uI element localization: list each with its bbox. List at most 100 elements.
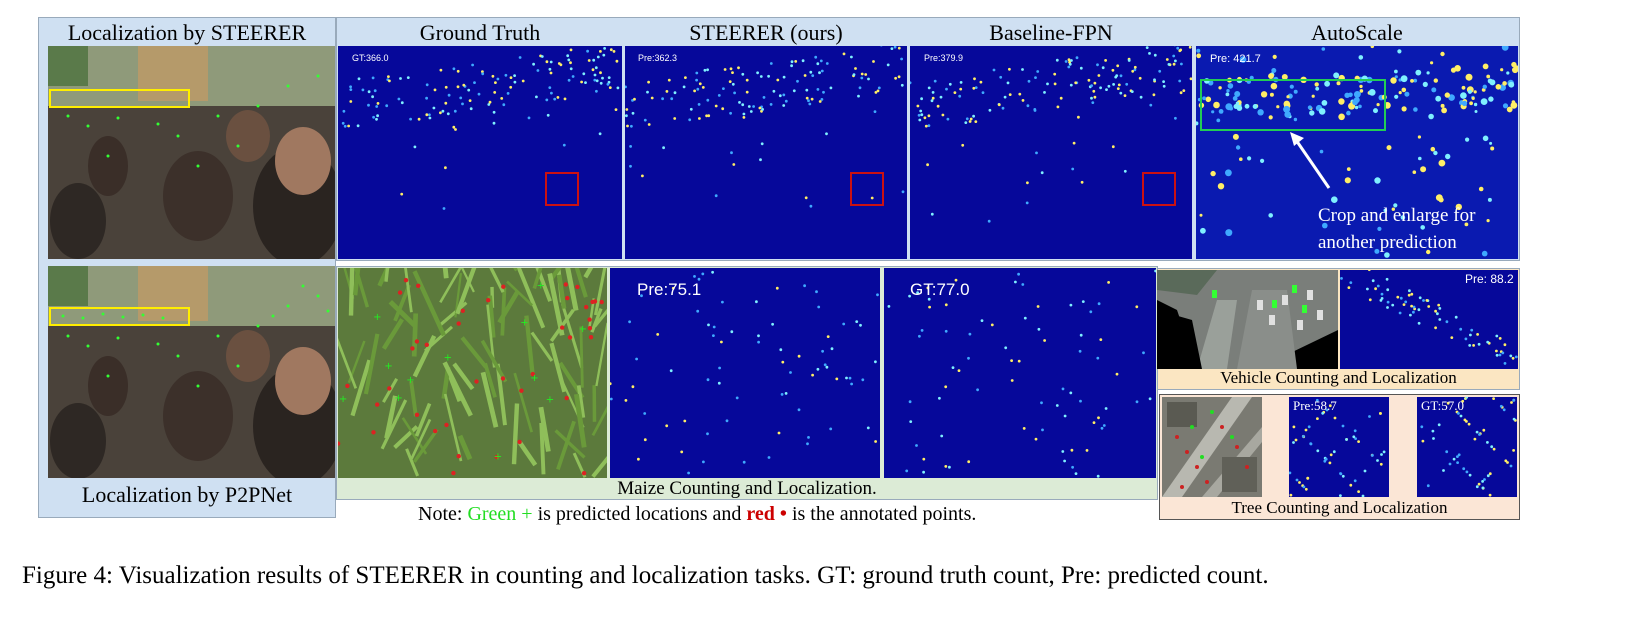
heatmap-dot bbox=[1357, 92, 1361, 96]
heatmap-dot bbox=[939, 95, 943, 99]
heatmap-dot bbox=[1148, 397, 1152, 401]
heatmap-dot bbox=[689, 107, 693, 111]
heatmap-dot bbox=[1468, 344, 1472, 347]
heatmap-dot bbox=[1092, 421, 1096, 424]
heatmap-dot bbox=[693, 275, 696, 278]
heatmap-dot bbox=[927, 124, 931, 127]
heatmap-dot bbox=[873, 110, 877, 113]
heatmap-dot bbox=[563, 97, 567, 101]
left-top-label: Localization by STEERER bbox=[67, 20, 307, 45]
heatmap-dot bbox=[1053, 72, 1057, 76]
heatmap-dot bbox=[1368, 415, 1371, 418]
heatmap-dot bbox=[988, 108, 992, 112]
heatmap-dot bbox=[1234, 91, 1241, 97]
heatmap-dot bbox=[958, 94, 962, 98]
heatmap-dot bbox=[829, 427, 833, 431]
heatmap-dot bbox=[974, 86, 978, 89]
heatmap-dot bbox=[811, 74, 815, 77]
heatmap-dot bbox=[1512, 417, 1516, 421]
maize-leaf bbox=[480, 339, 508, 383]
heatmap-dot bbox=[823, 363, 827, 367]
heatmap-dot bbox=[920, 97, 923, 101]
heatmap-dot bbox=[1268, 73, 1274, 79]
heatmap-dots bbox=[1340, 270, 1518, 365]
heatmap-dot bbox=[1026, 181, 1029, 185]
heatmap-dot bbox=[1072, 141, 1076, 145]
heatmap-ground-truth bbox=[338, 46, 622, 259]
heatmap-dot bbox=[1239, 56, 1247, 63]
heatmap-dot bbox=[762, 96, 766, 99]
heatmap-dot bbox=[1101, 66, 1105, 70]
count-tree-pred: Pre:58.7 bbox=[1293, 398, 1337, 413]
heatmap-dot bbox=[931, 96, 935, 100]
heatmap-dot bbox=[1104, 59, 1107, 62]
heatmap-dot bbox=[816, 62, 820, 66]
maize-leaf bbox=[554, 429, 586, 459]
heatmap-dot bbox=[1475, 485, 1479, 489]
heatmap-dot bbox=[820, 69, 824, 73]
heatmap-dot bbox=[608, 86, 612, 89]
heatmap-dot bbox=[1172, 54, 1176, 58]
heatmap-dot bbox=[706, 378, 710, 382]
heatmap-dot bbox=[1412, 170, 1417, 174]
heatmap-dot bbox=[1420, 166, 1427, 173]
heatmap-dot bbox=[1481, 486, 1485, 490]
heatmap-dot bbox=[723, 68, 727, 71]
heatmap-dot bbox=[1445, 320, 1449, 324]
heatmap-dot bbox=[595, 79, 599, 83]
heatmap-dot bbox=[1376, 103, 1380, 107]
heatmap-dot bbox=[1283, 100, 1291, 108]
heatmap-dot bbox=[1063, 459, 1066, 463]
heatmap-dot bbox=[548, 86, 552, 89]
heatmap-dot bbox=[592, 58, 596, 62]
heatmap-dot bbox=[1412, 305, 1416, 309]
heatmap-dot bbox=[1090, 84, 1093, 87]
heatmap-dot bbox=[1380, 292, 1384, 296]
maize-annotation-point bbox=[560, 325, 565, 330]
heatmap-dot bbox=[612, 50, 616, 53]
heatmap-dot bbox=[1473, 437, 1477, 441]
heatmap-dots bbox=[910, 46, 1192, 223]
heatmap-dot bbox=[1457, 453, 1461, 457]
heatmap-dot bbox=[444, 166, 447, 170]
heatmap-dot bbox=[1432, 437, 1435, 440]
heatmap-dot bbox=[1102, 424, 1106, 427]
heatmap-dot bbox=[777, 431, 781, 435]
heatmap-dot bbox=[721, 300, 724, 304]
maize-annotation-point bbox=[451, 470, 456, 476]
heatmap-dot bbox=[864, 73, 868, 76]
heatmap-dot bbox=[745, 78, 749, 82]
heatmap-dot bbox=[461, 102, 464, 106]
heatmap-dot bbox=[549, 71, 553, 75]
heatmap-dot bbox=[835, 377, 839, 381]
heatmap-dot bbox=[803, 74, 807, 77]
heatmap-dot bbox=[1422, 299, 1425, 302]
maize-leaf bbox=[393, 425, 419, 449]
heatmap-dot bbox=[810, 97, 814, 101]
heatmap-dot bbox=[850, 382, 853, 386]
maize-leaf bbox=[384, 268, 390, 282]
heatmap-dot bbox=[1440, 51, 1445, 57]
heatmap-dot bbox=[637, 457, 640, 461]
maize-annotation-point bbox=[564, 395, 569, 401]
heatmap-dot bbox=[1321, 47, 1326, 51]
heatmap-dot bbox=[1319, 149, 1324, 154]
heatmap-dot bbox=[930, 99, 934, 103]
heatmap-dot bbox=[469, 107, 473, 111]
heatmap-dot bbox=[1500, 68, 1504, 72]
heatmap-dot bbox=[1210, 170, 1216, 177]
heatmap-dot bbox=[890, 47, 894, 50]
heatmap-dot bbox=[1379, 462, 1383, 466]
heatmap-dot bbox=[1506, 461, 1509, 464]
heatmap-dot bbox=[731, 71, 734, 74]
heatmap-dot bbox=[999, 75, 1003, 79]
maize-prediction-mark: + bbox=[537, 280, 545, 291]
heatmap-dot bbox=[980, 319, 984, 322]
heatmap-dot bbox=[643, 438, 647, 442]
heatmap-dot bbox=[1386, 300, 1390, 304]
heatmap-dot bbox=[1502, 103, 1509, 109]
maize-leaf bbox=[404, 268, 413, 313]
heatmap-dot bbox=[1257, 109, 1264, 116]
heatmap-dot bbox=[1314, 82, 1319, 87]
heatmap-dot bbox=[502, 103, 506, 107]
